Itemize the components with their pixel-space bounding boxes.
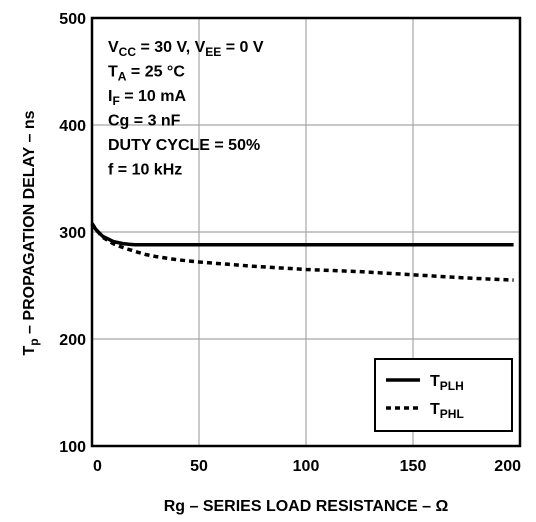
legend-label-tphl-sub: PHL [440, 407, 464, 421]
condition-line: f = 10 kHz [108, 162, 182, 179]
y-axis-title: Tp – PROPAGATION DELAY – ns [21, 110, 41, 355]
x-tick-label: 200 [494, 458, 521, 475]
plot-frame [90, 16, 522, 448]
series-line-tplh [90, 223, 514, 247]
series-layer [90, 222, 514, 282]
legend-label-tphl-main: T [430, 401, 440, 418]
y-tick-label: 400 [59, 118, 86, 135]
legend-label-tplh: TPLH [430, 373, 464, 393]
series-line-tphl [90, 222, 514, 282]
condition-line: IF = 10 mA [108, 88, 187, 108]
y-tick-label: 100 [59, 439, 86, 456]
condition-main: I [108, 88, 112, 105]
x-tick-label: 100 [293, 458, 320, 475]
y-axis-title-rest: – PROPAGATION DELAY – ns [21, 110, 38, 338]
x-tick-labels: 0 50 100 150 200 [93, 458, 521, 475]
x-tick-label: 150 [400, 458, 427, 475]
condition-main: f = 10 kHz [108, 162, 182, 179]
condition-rest: = 10 mA [120, 88, 187, 105]
y-axis-title-main: T [21, 346, 38, 356]
condition-main: DUTY CYCLE = 50% [108, 137, 260, 154]
condition-main: Cg = 3 nF [108, 113, 181, 130]
condition-sub: F [112, 94, 119, 108]
condition-sub: CC [119, 45, 137, 59]
condition-rest: = 25 °C [126, 64, 185, 81]
y-tick-label: 200 [59, 332, 86, 349]
y-tick-labels: 100 200 300 400 500 [59, 11, 86, 456]
legend-label-tplh-main: T [430, 373, 440, 390]
legend-label-tplh-sub: PLH [440, 379, 464, 393]
condition-sub: A [118, 70, 127, 84]
y-tick-label: 500 [59, 11, 86, 28]
x-tick-label: 50 [190, 458, 208, 475]
condition-main: T [108, 64, 118, 81]
condition-line: TA = 25 °C [108, 64, 185, 84]
condition-sub: EE [205, 45, 221, 59]
x-tick-label: 0 [93, 458, 102, 475]
test-conditions: VCC = 30 V, VEE = 0 V TA = 25 °C IF = 10 m… [108, 39, 264, 179]
legend-label-tphl: TPHL [430, 401, 464, 421]
condition-line: DUTY CYCLE = 50% [108, 137, 260, 154]
y-tick-label: 300 [59, 225, 86, 242]
x-axis-title: Rg – SERIES LOAD RESISTANCE – Ω [164, 498, 449, 515]
condition-rest: = 0 V [221, 39, 264, 56]
grid-lines [92, 18, 520, 446]
condition-main: V [108, 39, 119, 56]
legend-box [374, 358, 513, 432]
condition-line: Cg = 3 nF [108, 113, 181, 130]
condition-rest: = 30 V, V [136, 39, 206, 56]
legend: TPLH TPHL [374, 358, 513, 432]
y-axis-title-sub: p [27, 338, 41, 345]
condition-line: VCC = 30 V, VEE = 0 V [108, 39, 264, 59]
